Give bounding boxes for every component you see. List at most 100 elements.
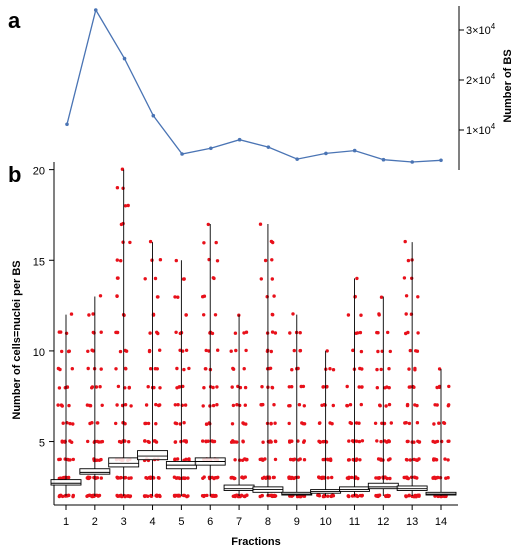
panel-b-point <box>407 367 411 371</box>
panel-a-point <box>410 160 415 164</box>
panel-b-box <box>367 482 399 490</box>
panel-a-y-tick-label: 2×104 <box>466 72 496 87</box>
panel-b-point <box>298 348 303 353</box>
panel-b-point <box>174 258 178 263</box>
panel-b-point <box>260 403 264 407</box>
panel-b-point <box>172 494 177 498</box>
panel-b-point <box>92 440 97 444</box>
panel-b-point <box>149 367 153 371</box>
panel-b-point <box>287 385 291 389</box>
panel-b-point <box>208 476 212 481</box>
panel-b-point <box>389 421 393 425</box>
panel-b-point <box>116 384 121 389</box>
panel-b-point <box>207 349 211 353</box>
panel-b-point <box>86 439 90 444</box>
panel-b-point <box>375 439 379 443</box>
panel-b-point <box>358 330 363 335</box>
panel-b-point <box>67 458 71 462</box>
panel-b-point <box>57 330 61 334</box>
panel-b-point <box>346 476 351 480</box>
panel-b-point <box>148 331 152 335</box>
panel-b-point <box>408 348 412 353</box>
panel-b-point <box>402 276 407 280</box>
panel-b-point <box>359 402 363 407</box>
panel-b-point <box>376 331 380 335</box>
panel-b-y-ticks: 5 10 15 20 <box>33 166 54 450</box>
panel-b-point <box>181 493 186 498</box>
panel-b-x-tick-label: 3 <box>121 516 127 528</box>
panel-b-point <box>274 439 278 444</box>
panel-b-y-axis-title: Number of cells=nuclei per BS <box>11 260 23 419</box>
panel-b-point <box>127 476 131 480</box>
panel-b-point <box>406 258 411 263</box>
panel-b-point <box>182 367 186 372</box>
panel-b-point <box>235 403 239 407</box>
panel-b-point <box>176 295 180 299</box>
panel-a-series-line <box>66 8 442 163</box>
panel-b-point <box>174 330 178 334</box>
panel-b-point <box>86 349 90 353</box>
panel-b-point <box>216 475 220 479</box>
panel-b-point <box>115 276 120 280</box>
panel-b-point <box>302 404 306 408</box>
panel-b-point <box>245 493 249 497</box>
panel-b-point <box>296 475 300 479</box>
panel-b-point <box>177 385 181 389</box>
panel-a-point <box>180 152 184 156</box>
panel-b-point <box>129 404 133 408</box>
panel-b-point <box>271 240 275 245</box>
panel-b-point <box>238 458 242 462</box>
panel-b-point <box>206 222 210 227</box>
panel-b-point <box>272 403 276 407</box>
panel-b-point <box>186 494 190 498</box>
panel-b-point <box>229 349 233 353</box>
panel-b-point <box>238 385 243 390</box>
panel-b-point <box>184 348 189 352</box>
panel-b-point <box>415 476 419 480</box>
panel-b-point <box>443 457 447 461</box>
panel-b-point <box>273 494 277 498</box>
panel-b-point <box>215 385 219 389</box>
panel-b-point <box>302 458 307 462</box>
panel-b-point <box>96 421 100 425</box>
panel-b-point <box>404 421 408 425</box>
panel-b-x-tick-label: 12 <box>377 516 389 528</box>
panel-b-point <box>446 439 450 443</box>
panel-b-point <box>357 439 362 444</box>
panel-b-point <box>60 440 64 444</box>
panel-b-point <box>447 384 451 389</box>
panel-b-point <box>379 295 384 299</box>
panel-b-point <box>379 367 383 372</box>
panel-b-point <box>265 295 269 299</box>
panel-b-point <box>345 384 349 389</box>
panel-b-x-tick-label: 11 <box>349 516 360 528</box>
panel-b-point <box>373 421 378 425</box>
panel-b-point <box>121 421 125 425</box>
panel-b-point <box>173 421 177 425</box>
panel-b-point <box>211 494 216 498</box>
panel-b-point <box>437 367 442 371</box>
panel-b-point <box>265 349 270 353</box>
panel-a-points <box>65 8 443 164</box>
panel-b-point <box>355 494 359 498</box>
panel-b-point <box>242 367 246 371</box>
panel-b-point <box>154 422 158 426</box>
panel-b-point <box>173 403 177 407</box>
panel-b-point <box>273 457 278 462</box>
panel-b-point <box>229 475 233 480</box>
panel-b-point <box>183 476 187 480</box>
panel-b-point <box>127 385 131 390</box>
panel-b-point <box>404 312 408 316</box>
panel-b-point <box>181 384 185 389</box>
panel-b-point <box>298 494 302 499</box>
panel-b-box <box>339 486 370 492</box>
panel-b-point <box>442 421 447 425</box>
panel-b-point <box>287 475 292 479</box>
panel-b-point <box>158 258 163 262</box>
panel-b-y-tick-label: 20 <box>33 166 45 178</box>
panel-b-point <box>290 385 294 389</box>
panel-b-point <box>325 457 330 461</box>
panel-b-point <box>375 367 379 372</box>
panel-b-point <box>325 349 329 353</box>
